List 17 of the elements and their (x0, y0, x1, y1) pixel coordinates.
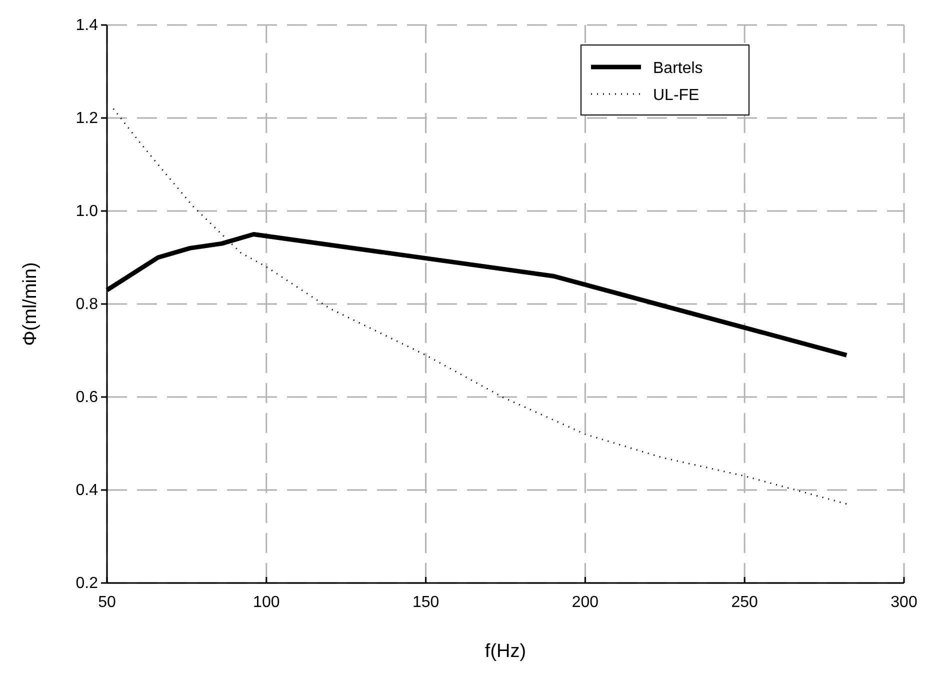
x-tick-label: 100 (253, 594, 280, 611)
y-tick-label: 0.6 (76, 389, 98, 406)
y-tick-label: 1.4 (76, 17, 98, 34)
y-tick-label: 0.8 (76, 296, 98, 314)
x-tick-label: 300 (890, 594, 918, 611)
x-tick-label: 200 (572, 594, 599, 611)
y-tick-label: 1.2 (76, 110, 98, 128)
y-tick-label: 0.2 (76, 575, 98, 592)
y-tick-label: 1.0 (76, 203, 98, 220)
x-axis-title: f(Hz) (484, 641, 526, 662)
x-tick-label: 250 (731, 594, 758, 611)
y-tick-label: 0.4 (76, 482, 98, 500)
legend-label: Bartels (653, 60, 703, 77)
x-tick-label: 50 (98, 594, 116, 611)
x-tick-label: 150 (412, 594, 440, 611)
y-axis-title: Φ(ml/min) (20, 262, 41, 346)
legend-label: UL-FE (653, 87, 700, 104)
